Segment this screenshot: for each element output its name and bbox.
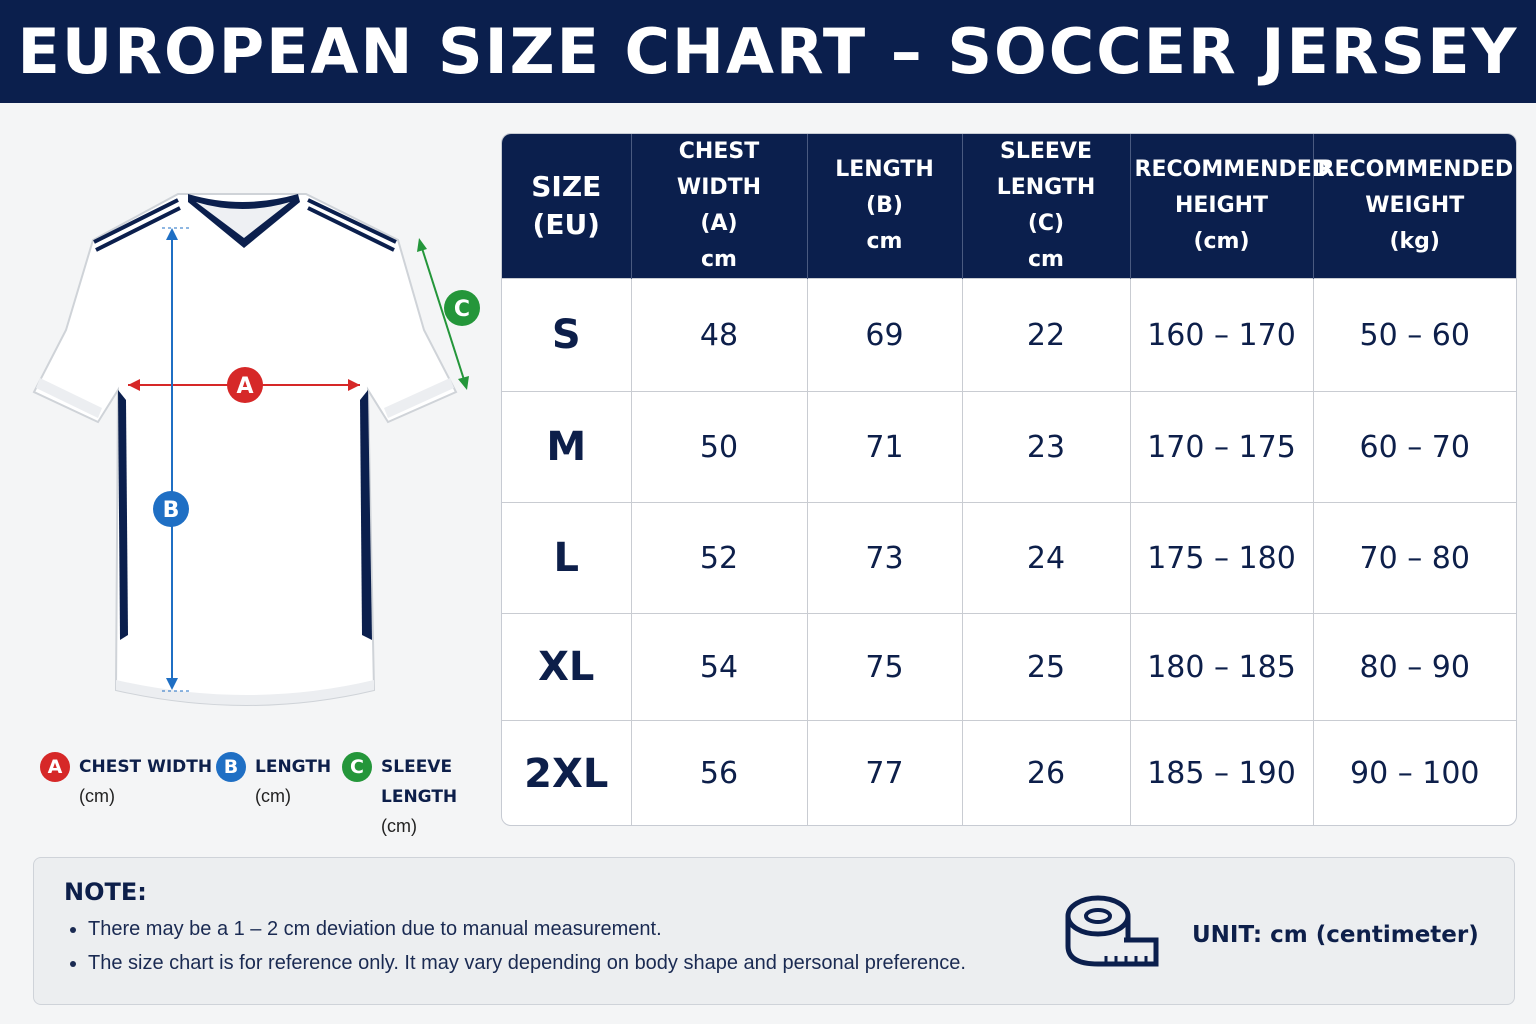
table-row: L 52 73 24 175 – 180 70 – 80	[502, 502, 1516, 614]
legend-item-length: B LENGTH (cm)	[216, 752, 331, 810]
cell-size: M	[546, 424, 587, 470]
note-list: There may be a 1 – 2 cm deviation due to…	[64, 912, 966, 980]
cell-chest-width: 52	[630, 502, 807, 614]
header-recommended-weight: RECOMMENDED WEIGHT (kg)	[1312, 134, 1516, 279]
cell-size: S	[551, 312, 581, 358]
cell-chest-width: 50	[630, 391, 807, 503]
cell-chest-width: 48	[630, 278, 807, 392]
length-measure: B	[153, 227, 190, 692]
legend-label: LENGTH	[255, 757, 332, 777]
legend-badge-c: C	[342, 752, 372, 782]
cell-length: 73	[806, 502, 962, 614]
cell-length: 69	[806, 278, 962, 392]
header-length: LENGTH (B) cm	[806, 134, 962, 279]
measuring-tape-icon	[1065, 895, 1159, 967]
jersey-icon	[32, 193, 458, 706]
legend-unit: (cm)	[255, 786, 291, 806]
legend-badge-b: B	[216, 752, 246, 782]
note-box: NOTE: There may be a 1 – 2 cm deviation …	[33, 857, 1515, 1005]
cell-chest-width: 54	[630, 613, 807, 721]
note-item: The size chart is for reference only. It…	[88, 946, 966, 980]
marker-c: C	[454, 297, 470, 322]
chest-width-measure: A	[128, 367, 360, 403]
cell-height: 170 – 175	[1129, 391, 1313, 503]
cell-size: XL	[538, 644, 595, 690]
table-row: S 48 69 22 160 – 170 50 – 60	[502, 278, 1516, 392]
jersey-illustration: A B C	[32, 193, 480, 706]
sleeve-length-measure: C	[417, 238, 480, 390]
measurement-legend: A CHEST WIDTH (cm) B LENGTH (cm) C SLEEV…	[40, 752, 500, 836]
unit-label: UNIT: cm (centimeter)	[1192, 922, 1479, 948]
cell-size: 2XL	[524, 750, 609, 797]
cell-length: 71	[806, 391, 962, 503]
table-header-row: SIZE (EU) CHEST WIDTH (A) cm LENGTH (B) …	[502, 134, 1516, 279]
table-row: M 50 71 23 170 – 175 60 – 70	[502, 391, 1516, 503]
note-title: NOTE:	[64, 878, 147, 906]
cell-length: 77	[806, 720, 962, 825]
table-row: 2XL 56 77 26 185 – 190 90 – 100	[502, 720, 1516, 825]
legend-unit: (cm)	[79, 786, 115, 806]
cell-height: 160 – 170	[1129, 278, 1313, 392]
cell-weight: 70 – 80	[1312, 502, 1516, 614]
header-sleeve-length: SLEEVE LENGTH (C) cm	[961, 134, 1130, 279]
cell-sleeve-length: 23	[961, 391, 1130, 503]
size-table-container: SIZE (EU) CHEST WIDTH (A) cm LENGTH (B) …	[501, 133, 1517, 826]
title-banner: EUROPEAN SIZE CHART – SOCCER JERSEY	[0, 0, 1536, 103]
header-size: SIZE (EU)	[531, 170, 602, 241]
cell-height: 180 – 185	[1129, 613, 1313, 721]
legend-unit: (cm)	[381, 816, 417, 836]
legend-label: CHEST WIDTH	[79, 757, 213, 777]
cell-weight: 50 – 60	[1312, 278, 1516, 392]
legend-item-chest-width: A CHEST WIDTH (cm)	[40, 752, 212, 810]
marker-a: A	[236, 374, 253, 399]
cell-height: 185 – 190	[1129, 720, 1313, 825]
legend-item-sleeve-length: C SLEEVE LENGTH (cm)	[342, 752, 500, 840]
cell-sleeve-length: 22	[961, 278, 1130, 392]
table-row: XL 54 75 25 180 – 185 80 – 90	[502, 613, 1516, 721]
cell-weight: 80 – 90	[1312, 613, 1516, 721]
cell-weight: 60 – 70	[1312, 391, 1516, 503]
cell-sleeve-length: 24	[961, 502, 1130, 614]
marker-b: B	[163, 498, 180, 523]
cell-height: 175 – 180	[1129, 502, 1313, 614]
legend-label: SLEEVE LENGTH	[381, 757, 458, 807]
size-table: SIZE (EU) CHEST WIDTH (A) cm LENGTH (B) …	[502, 134, 1516, 825]
header-chest-width: CHEST WIDTH (A) cm	[630, 134, 807, 279]
cell-sleeve-length: 25	[961, 613, 1130, 721]
legend-badge-a: A	[40, 752, 70, 782]
note-item: There may be a 1 – 2 cm deviation due to…	[88, 912, 966, 946]
cell-weight: 90 – 100	[1312, 720, 1516, 825]
header-recommended-height: RECOMMENDED HEIGHT (cm)	[1129, 134, 1330, 279]
cell-length: 75	[806, 613, 962, 721]
cell-chest-width: 56	[630, 720, 807, 825]
cell-sleeve-length: 26	[961, 720, 1130, 825]
page-title: EUROPEAN SIZE CHART – SOCCER JERSEY	[17, 15, 1519, 88]
cell-size: L	[553, 535, 580, 581]
